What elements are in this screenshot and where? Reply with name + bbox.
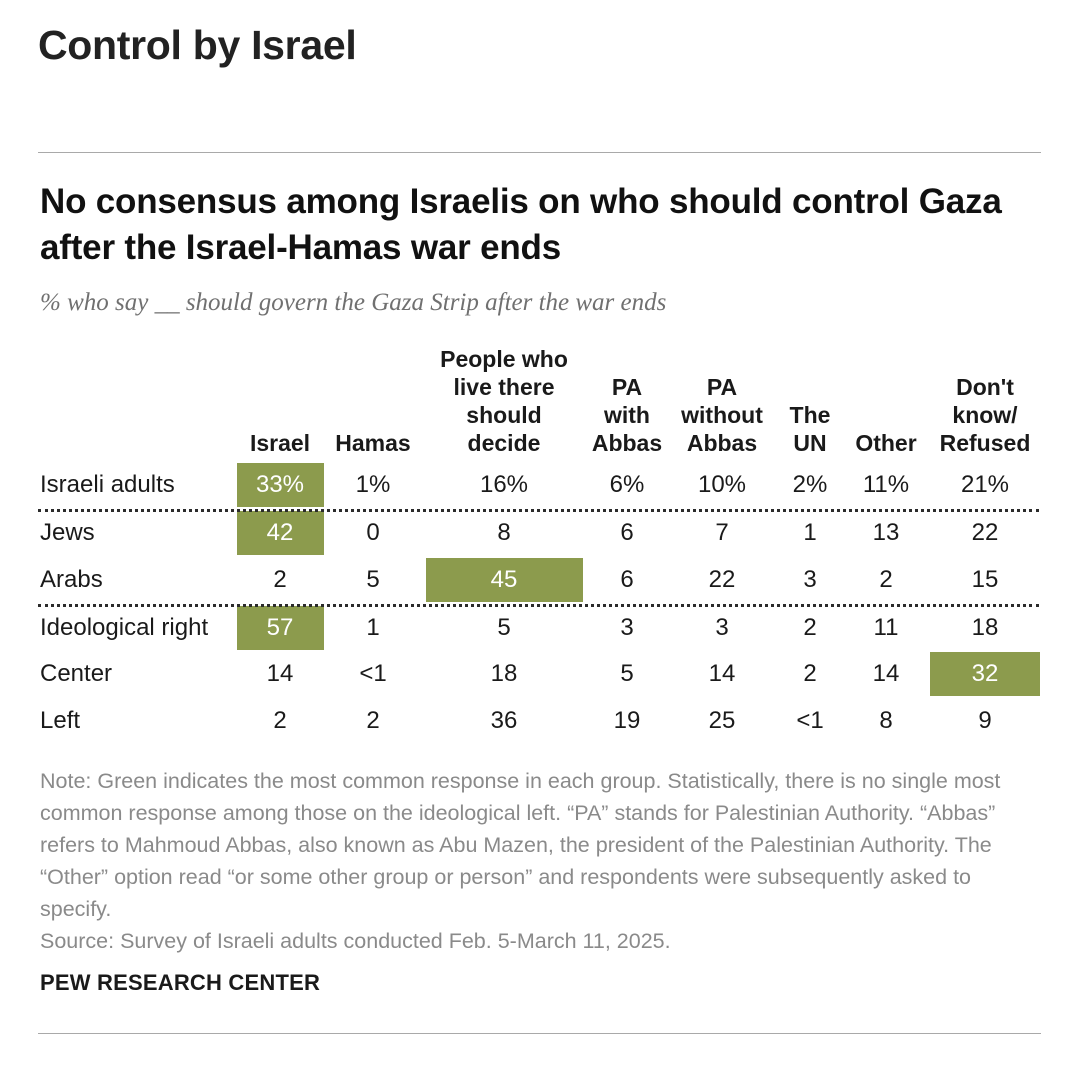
highlight-cell-jews	[236, 510, 324, 555]
row-label-arabs: Arabs	[40, 566, 103, 593]
table-cell: 2	[273, 566, 287, 593]
table-cell: 19	[613, 707, 641, 734]
row-label-jews: Jews	[40, 519, 95, 546]
table-cell: 10%	[697, 471, 747, 498]
table-cell: 7	[715, 519, 729, 546]
table-cell: 5	[497, 614, 511, 641]
table-cell: 14	[708, 660, 736, 687]
group-separator	[38, 509, 1039, 512]
table-cell: 5	[366, 566, 380, 593]
table-cell: 6	[620, 566, 634, 593]
chart-subtitle: % who say __ should govern the Gaza Stri…	[40, 289, 667, 316]
table-cell: 16%	[479, 471, 529, 498]
table-cell: 32	[971, 660, 999, 687]
top-divider	[38, 152, 1041, 153]
table-cell: 1	[803, 519, 817, 546]
table-cell: 0	[366, 519, 380, 546]
table-cell: 33%	[255, 471, 305, 498]
table-cell: 13	[872, 519, 900, 546]
table-cell: 57	[266, 614, 294, 641]
table-cell: <1	[796, 707, 824, 734]
column-header-pa-without-abbas: PA without Abbas	[681, 374, 763, 456]
table-cell: 6	[620, 519, 634, 546]
row-label-ideological-right: Ideological right	[40, 614, 209, 641]
section-title: Control by Israel	[38, 22, 357, 68]
table-cell: 1%	[355, 471, 391, 498]
table-cell: 14	[266, 660, 294, 687]
chart-note: Note: Green indicates the most common re…	[40, 769, 1001, 921]
table-cell: 3	[620, 614, 634, 641]
row-label-center: Center	[40, 660, 113, 687]
table-cell: 1	[366, 614, 380, 641]
table-cell: 2	[803, 614, 817, 641]
column-header-pa-with-abbas: PA with Abbas	[591, 374, 663, 456]
table-cell: 8	[879, 707, 893, 734]
chart-source: Source: Survey of Israeli adults conduct…	[40, 929, 671, 953]
table-cell: 25	[708, 707, 736, 734]
table-cell: 21%	[960, 471, 1010, 498]
highlight-cell-center	[930, 651, 1040, 696]
table-cell: 9	[978, 707, 992, 734]
table-cell: 2	[803, 660, 817, 687]
column-header-don-t-know-refused: Don't know/ Refused	[939, 374, 1031, 456]
org-name: PEW RESEARCH CENTER	[40, 970, 321, 995]
highlight-cell-israeli-adults	[236, 462, 324, 507]
table-cell: 11	[873, 614, 899, 641]
table-cell: 6%	[609, 471, 645, 498]
table-cell: 11%	[862, 471, 910, 498]
table-cell: 18	[490, 660, 518, 687]
table-cell: 22	[708, 566, 736, 593]
table-cell: 2	[273, 707, 287, 734]
column-header-people-who-live-there-should-decide: People who live there should decide	[440, 346, 568, 456]
table-cell: 45	[490, 566, 518, 593]
highlight-cell-arabs	[425, 557, 583, 602]
table-cell: 14	[872, 660, 900, 687]
row-label-israeli-adults: Israeli adults	[40, 471, 175, 498]
table-cell: 2	[366, 707, 380, 734]
column-header-other: Other	[855, 430, 917, 456]
table-cell: 3	[715, 614, 729, 641]
column-header-hamas: Hamas	[335, 430, 411, 456]
table-cell: 2%	[792, 471, 828, 498]
table-cell: 42	[266, 519, 294, 546]
column-header-israel: Israel	[249, 430, 311, 456]
chart-title: No consensus among Israelis on who shoul…	[40, 182, 1002, 267]
group-separator	[38, 604, 1039, 607]
table-cell: <1	[359, 660, 387, 687]
row-label-left: Left	[40, 707, 81, 734]
highlight-cell-ideological-right	[236, 605, 324, 650]
table-cell: 2	[879, 566, 893, 593]
table-cell: 3	[803, 566, 817, 593]
table-cell: 5	[620, 660, 634, 687]
table-cell: 8	[497, 519, 511, 546]
column-header-the-un: The UN	[789, 402, 831, 456]
bottom-divider	[38, 1033, 1041, 1034]
table-cell: 15	[971, 566, 999, 593]
table-cell: 18	[971, 614, 999, 641]
table-cell: 22	[971, 519, 999, 546]
table-cell: 36	[490, 707, 518, 734]
